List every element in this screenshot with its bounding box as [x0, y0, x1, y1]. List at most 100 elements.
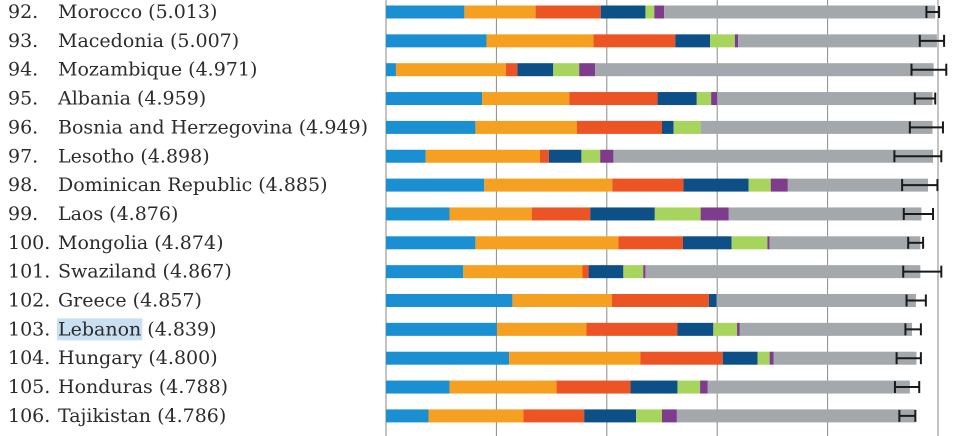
bar-segment-5 [710, 34, 735, 48]
row-label: 105. Honduras (4.788) [8, 376, 228, 398]
bar-segment-7 [613, 149, 934, 163]
score-text: (4.971) [182, 59, 257, 81]
bar-segment-4 [677, 322, 714, 336]
bar-segment-4 [584, 409, 637, 423]
bar-segment-7 [707, 380, 910, 394]
bar-segment-7 [716, 294, 916, 307]
bar-segment-7 [739, 322, 913, 336]
bar-segment-2 [486, 34, 594, 48]
bar-segment-7 [676, 409, 916, 423]
bar-segment-6 [769, 351, 774, 365]
bar-segment-7 [728, 207, 922, 221]
bar-segment-1 [386, 92, 483, 106]
bar-segment-6 [711, 92, 718, 106]
country-name: Laos [58, 203, 103, 225]
bar-segment-7 [738, 34, 937, 48]
score-text: (4.898) [134, 145, 209, 167]
bar-segment-5 [731, 236, 768, 250]
bar-segment-2 [475, 120, 577, 134]
row-label: 101. Swaziland (4.867) [8, 261, 232, 283]
bar-segment-4 [588, 265, 624, 279]
score-text: (4.867) [157, 261, 232, 283]
bar-segment-5 [757, 351, 770, 365]
bar-segment-1 [386, 236, 476, 250]
bar-segment-3 [640, 351, 723, 365]
rank-text: 99. [8, 203, 38, 225]
bar-segment-1 [386, 207, 450, 221]
country-name: Greece [58, 290, 127, 312]
bar-segment-1 [386, 120, 476, 134]
rank-text: 93. [8, 30, 38, 52]
bar-segment-3 [540, 149, 549, 163]
row-label: 103. Lebanon (4.839) [8, 318, 217, 340]
score-text: (4.857) [127, 290, 202, 312]
bar-segment-3 [523, 409, 585, 423]
error-bars [893, 6, 948, 422]
bar-segment-4 [675, 34, 711, 48]
row-label: 96. Bosnia and Herzegovina (4.949) [8, 116, 368, 138]
bar-segment-4 [722, 351, 758, 365]
score-text: (4.786) [151, 405, 226, 427]
score-text: (4.949) [293, 116, 368, 138]
rank-text: 92. [8, 1, 38, 23]
bar-segment-5 [553, 63, 580, 77]
bar-segment-4 [600, 5, 646, 19]
bar-segment-4 [708, 294, 717, 307]
bar-segment-2 [475, 236, 619, 250]
bar-segment-1 [386, 380, 450, 394]
bar-segment-6 [734, 34, 739, 48]
row-label: 106. Tajikistan (4.786) [8, 405, 226, 427]
bar-segment-5 [748, 178, 771, 192]
country-name: Lesotho [58, 145, 134, 167]
bar-segment-3 [505, 63, 518, 77]
bars [386, 5, 937, 423]
bar-segment-6 [767, 236, 770, 250]
country-name: Lebanon [58, 318, 141, 340]
bar-segment-3 [612, 178, 684, 192]
rank-text: 101. [8, 261, 50, 283]
bar-segment-2 [484, 178, 613, 192]
bar-segment-2 [425, 149, 540, 163]
bar-segment-7 [595, 63, 934, 77]
bar-segment-4 [662, 120, 674, 134]
row-label: 94. Mozambique (4.971) [8, 59, 257, 81]
country-name: Morocco [58, 1, 142, 23]
score-text: (4.800) [142, 347, 217, 369]
row-label: 93. Macedonia (5.007) [8, 30, 239, 52]
rank-text: 100. [8, 232, 50, 254]
bar-segment-2 [463, 265, 583, 279]
row-label: 92. Morocco (5.013) [8, 1, 217, 23]
row-label: 104. Hungary (4.800) [8, 347, 218, 369]
row-label: 102. Greece (4.857) [8, 290, 202, 312]
row-label: 100. Mongolia (4.874) [8, 232, 223, 254]
bar-segment-4 [517, 63, 554, 77]
country-name: Tajikistan [58, 405, 151, 427]
bar-segment-3 [582, 265, 589, 279]
bar-segment-1 [386, 63, 396, 77]
bar-segment-5 [673, 120, 701, 134]
bar-segment-4 [683, 178, 749, 192]
bar-segment-1 [386, 265, 464, 279]
bar-segment-4 [682, 236, 732, 250]
bar-segment-3 [593, 34, 676, 48]
bar-segment-1 [386, 294, 513, 307]
bar-segment-6 [700, 207, 729, 221]
row-label: 99. Laos (4.876) [8, 203, 178, 225]
bar-segment-2 [464, 5, 536, 19]
bar-segment-6 [737, 322, 740, 336]
score-text: (5.007) [164, 30, 239, 52]
rank-text: 103. [8, 318, 50, 340]
bar-segment-4 [630, 380, 678, 394]
rank-text: 94. [8, 59, 38, 81]
bar-segment-6 [643, 265, 646, 279]
bar-segment-5 [677, 380, 701, 394]
bar-segment-5 [581, 149, 601, 163]
bar-segment-3 [569, 92, 658, 106]
bar-segment-7 [717, 92, 933, 106]
bar-segment-4 [590, 207, 655, 221]
country-name: Albania [57, 88, 131, 110]
bar-segment-2 [449, 380, 557, 394]
rank-text: 104. [8, 347, 50, 369]
bar-segment-1 [386, 409, 429, 423]
